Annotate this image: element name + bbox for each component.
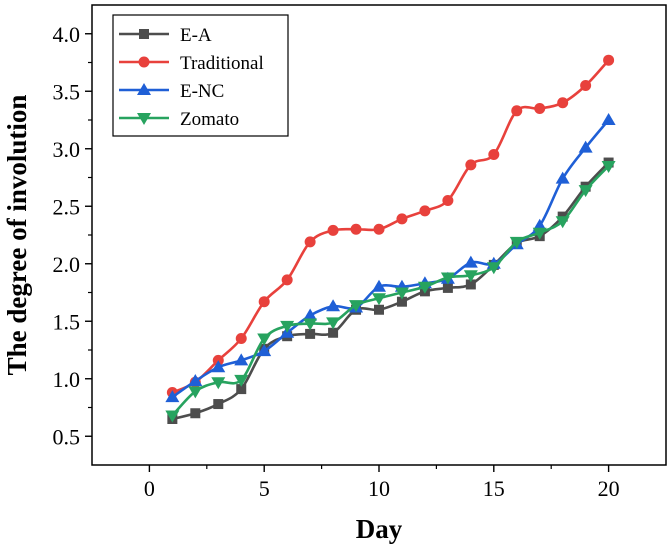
legend-label-traditional: Traditional bbox=[180, 53, 264, 74]
data-point-zomato bbox=[165, 410, 180, 423]
data-point-traditional bbox=[419, 205, 431, 217]
data-point-zomato bbox=[188, 386, 203, 399]
legend: E-A Traditional E-NC Zomato bbox=[112, 14, 289, 137]
data-point-zomato bbox=[280, 320, 295, 333]
data-point-traditional bbox=[281, 274, 293, 286]
data-point-traditional bbox=[442, 195, 454, 206]
data-point-traditional bbox=[373, 223, 385, 235]
y-axis-title: The degree of involution bbox=[2, 95, 32, 376]
data-point-traditional bbox=[534, 103, 546, 114]
data-point-e-nc bbox=[165, 390, 180, 403]
data-point-traditional bbox=[465, 159, 477, 171]
data-point-zomato bbox=[394, 287, 409, 300]
legend-label-e-a: E-A bbox=[180, 25, 212, 46]
data-point-e-a bbox=[305, 328, 316, 339]
y-tick-label: 2.5 bbox=[53, 194, 81, 219]
data-point-e-nc bbox=[234, 353, 249, 366]
data-point-e-a bbox=[190, 408, 201, 419]
data-point-zomato bbox=[372, 293, 386, 306]
data-point-traditional bbox=[258, 296, 270, 308]
data-point-e-nc bbox=[211, 360, 226, 373]
data-point-zomato bbox=[486, 262, 501, 275]
series-line-e-nc bbox=[171, 119, 610, 399]
series-traditional bbox=[166, 54, 615, 399]
data-point-zomato bbox=[463, 270, 478, 283]
data-point-traditional bbox=[350, 223, 362, 235]
data-point-traditional bbox=[304, 236, 316, 248]
data-point-traditional bbox=[327, 224, 339, 236]
x-tick-label: 0 bbox=[144, 476, 155, 501]
data-point-zomato bbox=[532, 227, 547, 240]
series-zomato bbox=[165, 161, 616, 423]
legend-label-zomato: Zomato bbox=[180, 109, 239, 130]
data-point-e-a bbox=[213, 399, 224, 410]
data-point-zomato bbox=[257, 333, 272, 346]
data-point-zomato bbox=[555, 216, 570, 229]
tick-labels: 0 5 10 15 20 0.5 1.0 1.5 2.0 2.5 3.0 3.5 4.0 bbox=[53, 22, 620, 501]
data-point-zomato bbox=[326, 317, 341, 330]
data-point-zomato bbox=[417, 281, 432, 294]
data-point-zomato bbox=[303, 318, 318, 331]
data-point-e-nc bbox=[463, 255, 478, 268]
data-point-e-nc bbox=[188, 374, 203, 387]
data-point-zomato bbox=[601, 161, 616, 173]
series-e-nc bbox=[165, 113, 616, 403]
data-point-e-nc bbox=[555, 171, 570, 184]
legend-items: E-A Traditional E-NC Zomato bbox=[119, 25, 264, 130]
data-point-traditional bbox=[396, 213, 408, 225]
data-point-zomato bbox=[234, 374, 249, 387]
data-point-e-a bbox=[442, 282, 453, 293]
data-point-traditional bbox=[235, 333, 247, 344]
x-tick-label: 15 bbox=[483, 476, 505, 501]
x-axis-title: Day bbox=[356, 514, 403, 544]
legend-marker-traditional bbox=[138, 56, 150, 68]
y-tick-label: 1.0 bbox=[53, 367, 81, 392]
data-point-traditional bbox=[603, 54, 615, 66]
legend-marker-e-a bbox=[139, 29, 149, 39]
legend-marker-zomato bbox=[137, 113, 151, 125]
data-point-e-a bbox=[374, 304, 384, 315]
y-tick-label: 2.0 bbox=[53, 252, 81, 277]
data-point-e-nc bbox=[578, 140, 593, 153]
data-point-traditional bbox=[488, 149, 500, 160]
series-layer bbox=[165, 54, 616, 424]
data-point-e-nc bbox=[372, 279, 386, 292]
data-point-zomato bbox=[578, 185, 593, 198]
data-point-e-nc bbox=[601, 113, 616, 125]
legend-marker-e-nc bbox=[137, 83, 151, 95]
data-point-e-nc bbox=[303, 308, 318, 321]
axis-ticks bbox=[85, 33, 610, 472]
data-point-zomato bbox=[211, 377, 226, 390]
data-point-traditional bbox=[580, 80, 592, 91]
x-tick-label: 5 bbox=[259, 476, 270, 501]
data-point-e-nc bbox=[257, 344, 272, 357]
data-point-traditional bbox=[557, 97, 569, 109]
data-point-e-a bbox=[236, 384, 247, 395]
data-point-e-a bbox=[396, 296, 407, 307]
y-tick-label: 3.5 bbox=[53, 79, 81, 104]
y-tick-label: 1.5 bbox=[53, 309, 81, 334]
x-tick-label: 10 bbox=[368, 476, 390, 501]
y-tick-label: 4.0 bbox=[53, 22, 81, 47]
data-point-e-a bbox=[465, 279, 476, 290]
y-tick-label: 3.0 bbox=[53, 137, 81, 162]
data-point-traditional bbox=[511, 105, 523, 117]
data-point-zomato bbox=[509, 236, 524, 249]
data-point-e-a bbox=[328, 327, 339, 338]
x-tick-label: 20 bbox=[598, 476, 620, 501]
data-point-e-nc bbox=[326, 299, 341, 312]
legend-label-e-nc: E-NC bbox=[180, 81, 224, 102]
data-point-zomato bbox=[440, 272, 455, 285]
data-point-zomato bbox=[349, 300, 364, 313]
y-tick-label: 0.5 bbox=[53, 424, 81, 449]
